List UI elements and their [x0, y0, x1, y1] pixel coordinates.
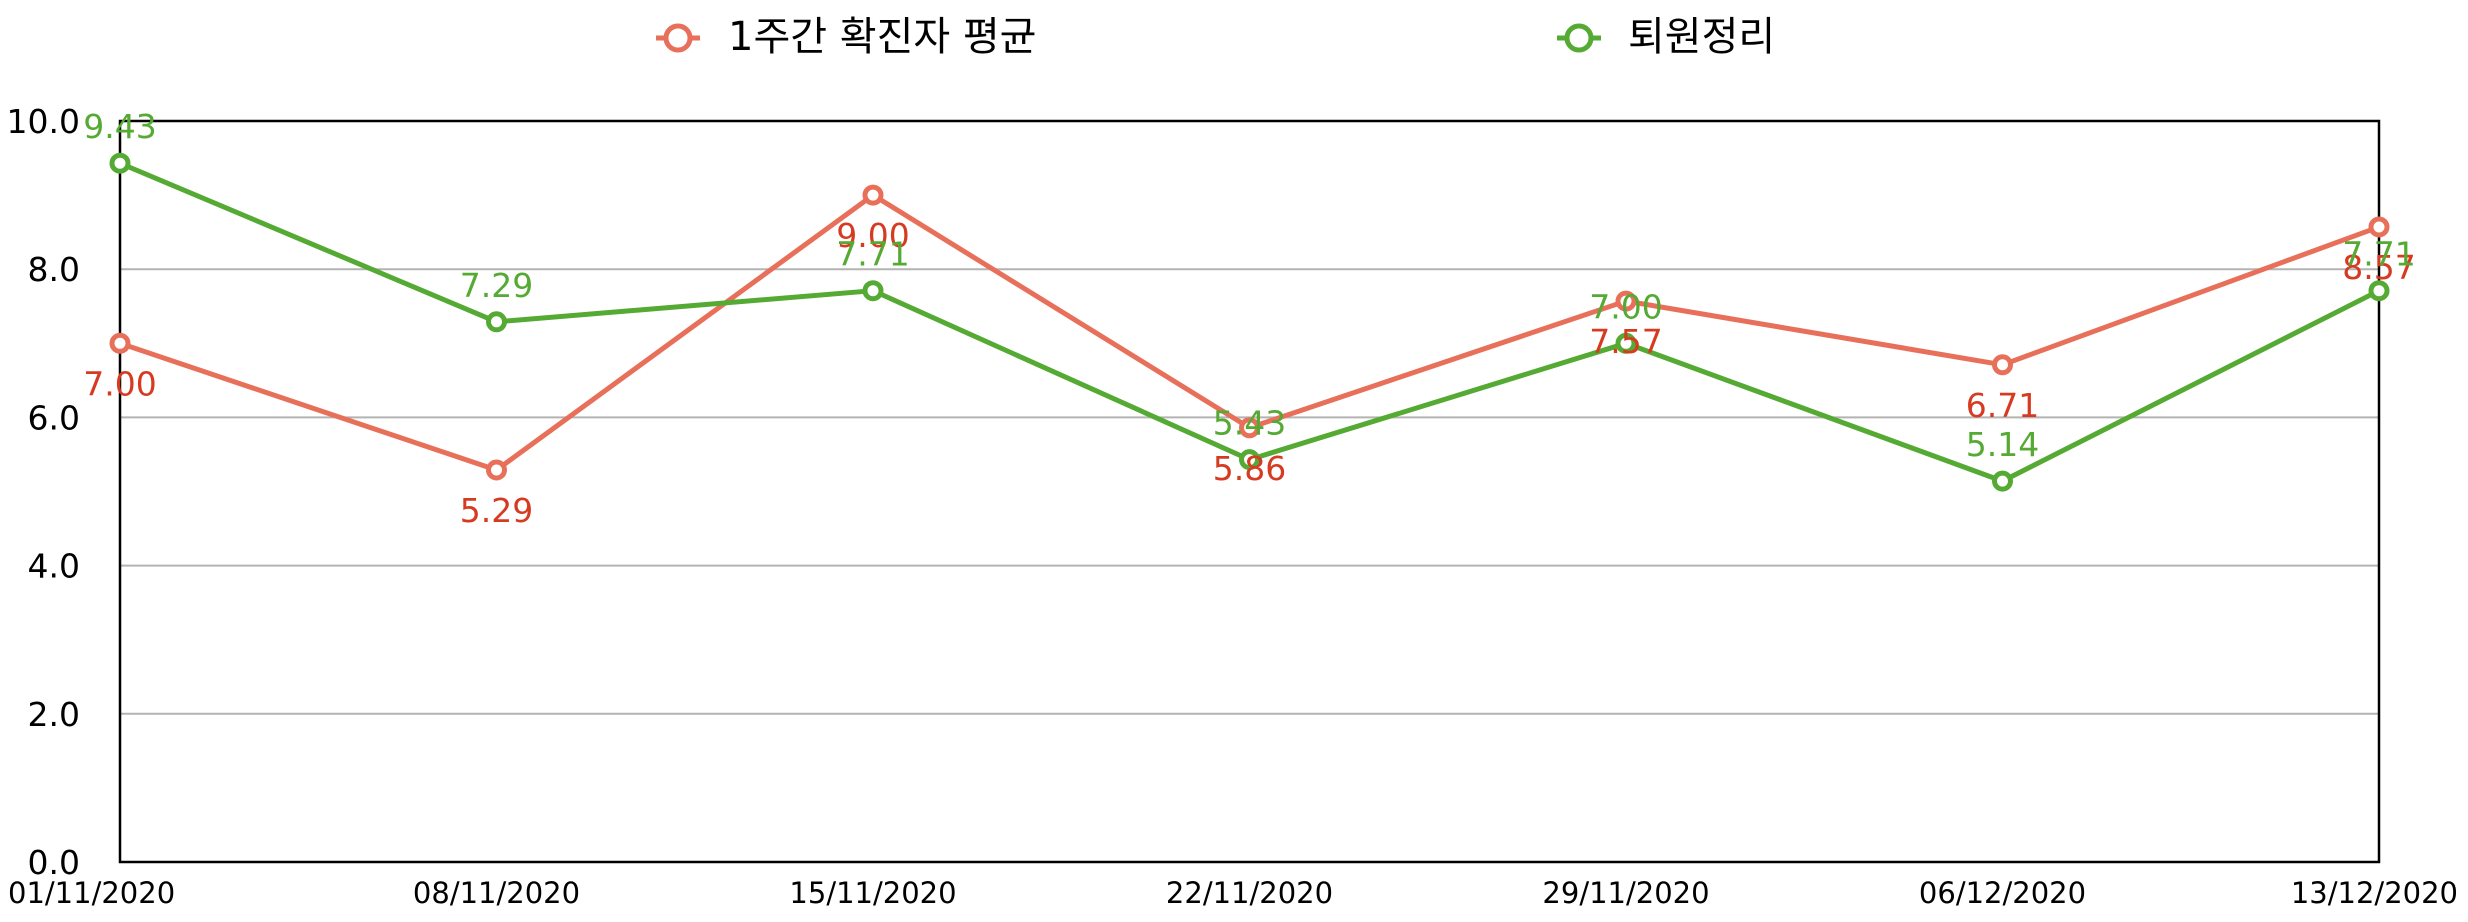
- data-point: [109, 332, 131, 354]
- data-label: 7.00: [83, 364, 156, 403]
- data-label: 7.29: [460, 266, 533, 305]
- legend-item: 1주간 확진자 평균: [656, 14, 1036, 60]
- data-label: 9.00: [836, 216, 909, 255]
- data-label: 7.00: [1589, 287, 1662, 326]
- data-label: 8.57: [2342, 248, 2415, 287]
- data-point: [486, 311, 507, 333]
- y-axis-ticks: 0.0 2.0 4.0 6.0 8.0 10.0: [7, 102, 80, 882]
- data-label: 6.71: [1966, 386, 2039, 425]
- data-point: [1992, 470, 2013, 492]
- y-tick-label: 4.0: [28, 547, 80, 586]
- legend-marker-icon: [1564, 23, 1594, 53]
- legend-label: 퇴원정리: [1628, 14, 1775, 60]
- data-point: [2368, 216, 2390, 238]
- data-label: 5.43: [1213, 404, 1286, 443]
- data-point: [862, 184, 884, 206]
- data-label: 5.14: [1966, 425, 2039, 464]
- y-tick-label: 6.0: [28, 398, 80, 437]
- data-point: [1992, 354, 2013, 376]
- y-tick-label: 0.0: [28, 843, 80, 882]
- x-tick-label: 29/11/2020: [1542, 876, 1709, 910]
- y-tick-label: 2.0: [28, 695, 80, 734]
- x-tick-label: 13/12/2020: [2291, 876, 2458, 910]
- series-points: [109, 152, 2390, 492]
- data-point: [1239, 449, 1260, 471]
- legend-label: 1주간 확진자 평균: [728, 14, 1036, 60]
- x-tick-label: 01/11/2020: [8, 876, 175, 910]
- x-tick-label: 08/11/2020: [413, 876, 580, 910]
- data-label: 9.43: [83, 107, 156, 146]
- data-point: [862, 280, 884, 302]
- data-point: [109, 152, 131, 174]
- series-data-labels: 7.00 5.29 9.00 5.86 7.57 6.71 8.57 9.43 7.29 7.71…: [83, 107, 2415, 530]
- x-tick-label: 22/11/2020: [1166, 876, 1333, 910]
- data-point: [2368, 280, 2390, 302]
- data-point: [1615, 290, 1637, 312]
- y-tick-label: 8.0: [28, 250, 80, 289]
- legend-marker-icon: [663, 23, 693, 53]
- x-axis-ticks: 01/11/2020 08/11/2020 15/11/2020 22/11/2020…: [8, 876, 2458, 910]
- data-point: [486, 459, 507, 481]
- data-label: 7.57: [1589, 322, 1662, 361]
- data-label: 5.29: [460, 491, 533, 530]
- data-label: 7.71: [2342, 235, 2415, 274]
- data-point: [1239, 417, 1260, 439]
- data-label: 5.86: [1213, 449, 1286, 488]
- x-tick-label: 15/11/2020: [789, 876, 956, 910]
- legend: 1주간 확진자 평균 퇴원정리: [656, 14, 1775, 60]
- legend-item: 퇴원정리: [1557, 14, 1775, 60]
- y-tick-label: 10.0: [7, 102, 80, 141]
- data-label: 7.71: [836, 235, 909, 274]
- data-point: [1615, 332, 1637, 354]
- plot-frame: [118, 119, 2381, 864]
- x-tick-label: 06/12/2020: [1919, 876, 2086, 910]
- plot-border: [118, 119, 2381, 864]
